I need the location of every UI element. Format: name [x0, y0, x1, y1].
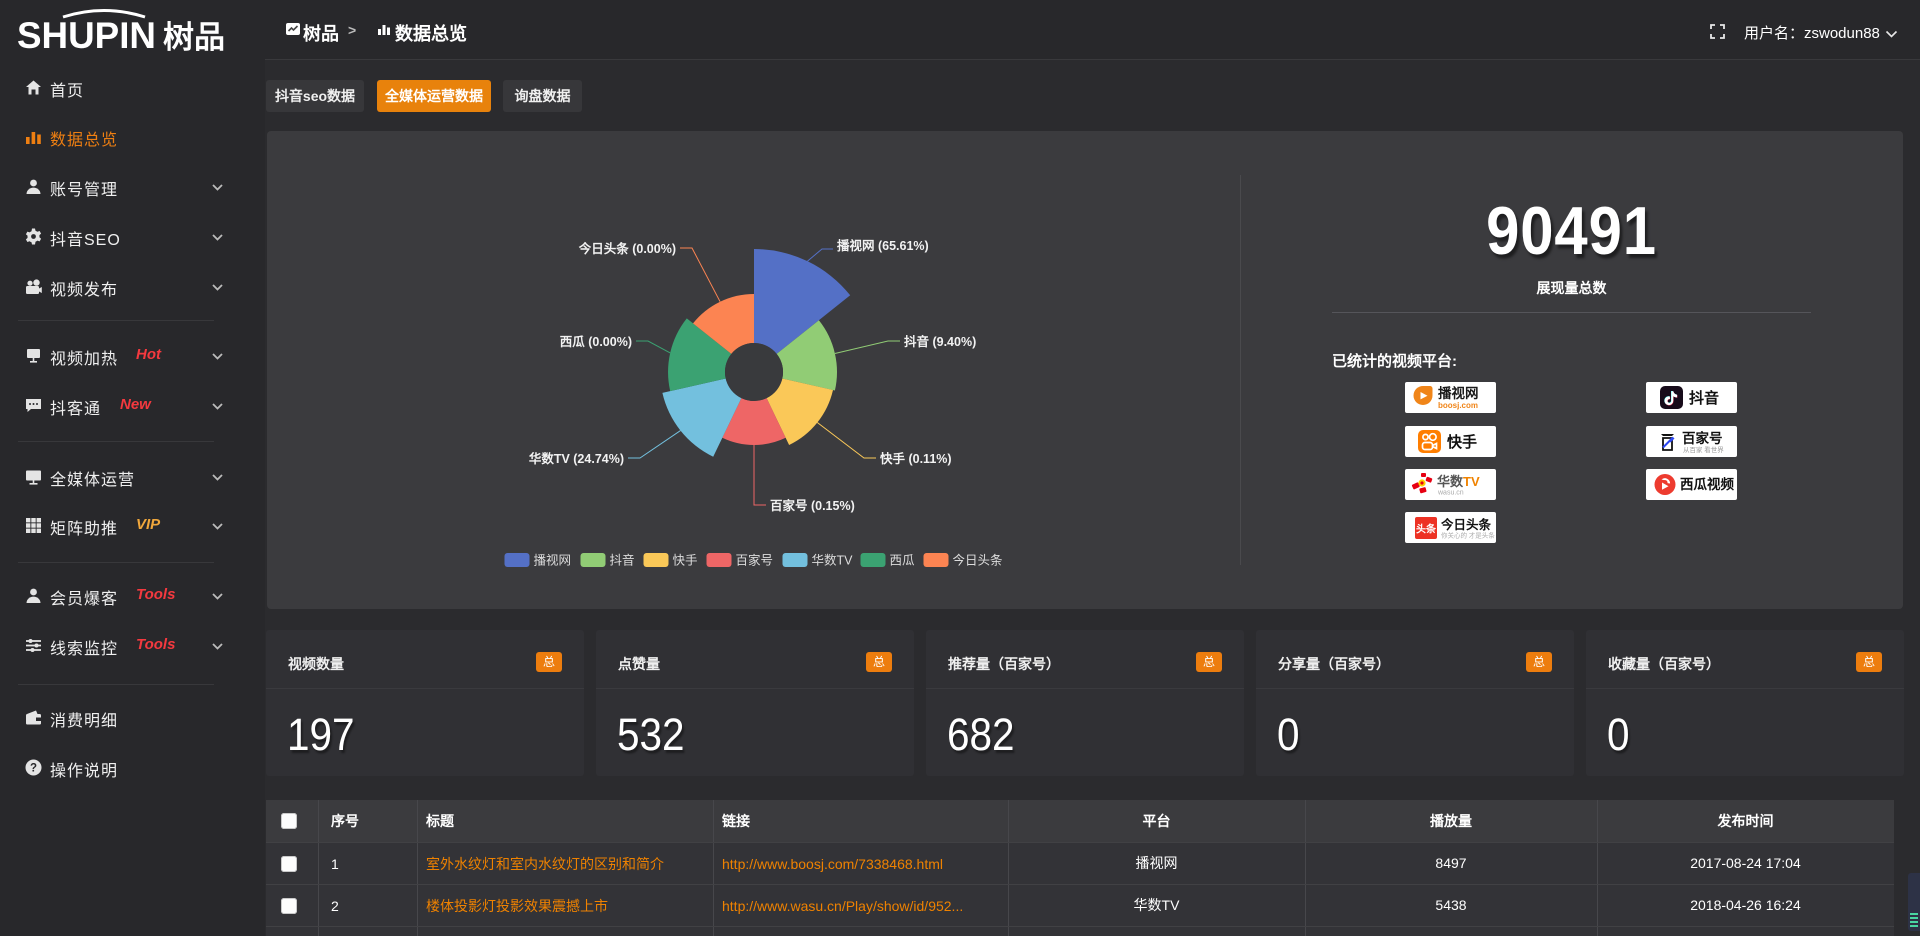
svg-text:西瓜 (0.00%): 西瓜 (0.00%) [560, 335, 632, 349]
svg-text:从百家 看世界: 从百家 看世界 [1683, 445, 1724, 454]
svg-text:播视网: 播视网 [534, 553, 572, 568]
svg-text:抖音: 抖音 [1689, 389, 1719, 407]
svg-text:快手: 快手 [1447, 433, 1477, 451]
svg-text:抖音: 抖音 [610, 553, 635, 568]
svg-text:抖音 (9.40%): 抖音 (9.40%) [904, 334, 976, 349]
svg-text:快手: 快手 [673, 554, 698, 568]
svg-text:百家号: 百家号 [1682, 430, 1723, 446]
svg-text:boosj.com: boosj.com [1438, 401, 1478, 410]
svg-text:播视网: 播视网 [1438, 385, 1479, 401]
svg-text:今日头条: 今日头条 [1440, 517, 1492, 532]
svg-text:播视网 (65.61%): 播视网 (65.61%) [837, 238, 929, 253]
svg-text:西瓜视频: 西瓜视频 [1680, 476, 1734, 492]
svg-text:SHUPIN: SHUPIN [17, 15, 156, 56]
svg-text:快手 (0.11%): 快手 (0.11%) [880, 451, 952, 466]
svg-text:树品: 树品 [163, 20, 225, 55]
svg-text:百家号 (0.15%): 百家号 (0.15%) [770, 498, 855, 513]
svg-text:?: ? [30, 763, 37, 775]
svg-text:西瓜: 西瓜 [890, 554, 916, 568]
svg-text:华数TV: 华数TV [1437, 474, 1480, 489]
svg-text:华数TV (24.74%): 华数TV (24.74%) [529, 451, 624, 466]
svg-text:今日头条: 今日头条 [953, 553, 1004, 568]
svg-text:你关心的 才是头条: 你关心的 才是头条 [1441, 530, 1495, 539]
svg-text:wasu.cn: wasu.cn [1437, 489, 1464, 496]
svg-text:百家号: 百家号 [736, 553, 774, 568]
svg-text:华数TV: 华数TV [812, 553, 854, 568]
svg-text:头条: 头条 [1416, 522, 1437, 535]
svg-text:今日头条 (0.00%): 今日头条 (0.00%) [578, 241, 676, 256]
